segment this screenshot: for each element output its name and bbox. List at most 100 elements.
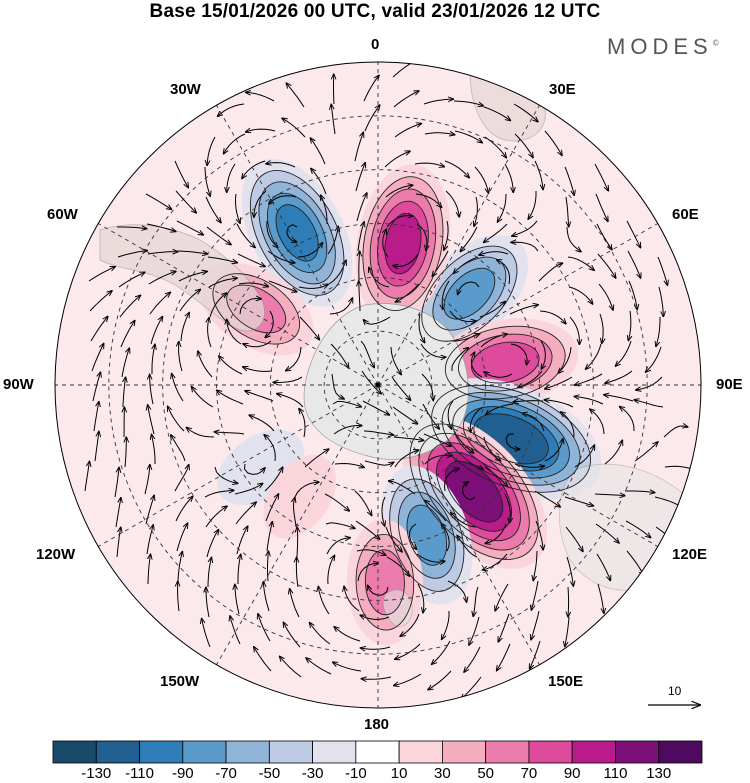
wind-vector: [359, 251, 360, 282]
wind-vector: [628, 280, 637, 310]
wind-vector: [266, 163, 296, 168]
wind-vector: [334, 627, 361, 642]
wind-vector: [634, 442, 658, 462]
wind-vector: [299, 316, 320, 340]
colorbar-segment: [268, 740, 314, 764]
wind-vector: [471, 352, 483, 378]
wind-vector: [207, 256, 237, 263]
wind-vector: [147, 252, 178, 254]
wind-vector: [356, 549, 386, 556]
wind-vector: [209, 293, 227, 318]
anomaly-contour: [249, 169, 345, 296]
wind-vector: [364, 105, 380, 132]
lon-label-0: 0: [371, 36, 380, 53]
wind-vector: [174, 160, 188, 188]
wind-vector: [327, 555, 335, 585]
wind-vector: [574, 396, 604, 405]
wind-vector: [115, 497, 121, 528]
wind-vector: [636, 376, 663, 390]
wind-vector: [564, 166, 574, 196]
wind-vector: [357, 563, 379, 582]
wind-vector: [560, 412, 575, 438]
meridian-line: [98, 384, 379, 547]
wind-vector: [298, 284, 328, 288]
wind-vector: [421, 373, 433, 401]
wind-vector: [227, 163, 236, 192]
wind-vector: [504, 493, 510, 523]
anomaly-contour: [406, 504, 448, 566]
wind-vector: [114, 467, 119, 498]
wind-vector: [369, 267, 390, 288]
lon-label-120w: 120W: [36, 546, 76, 563]
latitude-circle: [108, 115, 648, 655]
anomaly-contour: [226, 284, 287, 334]
wind-vector: [386, 216, 413, 228]
wind-vector: [268, 280, 297, 292]
wind-vector: [486, 403, 514, 415]
wind-vector: [473, 586, 479, 617]
wind-vector: [442, 611, 450, 640]
wind-vector: [384, 151, 410, 168]
wind-vector: [297, 243, 323, 258]
colorbar-tick-label: -50: [258, 765, 281, 782]
wind-vector: [361, 370, 381, 394]
wind-vector: [207, 557, 212, 588]
wind-vector: [246, 92, 275, 102]
wind-vector: [258, 614, 271, 642]
colorbar-tick-label: 70: [520, 765, 538, 782]
wind-vector: [414, 163, 445, 167]
wind-vector: [364, 460, 394, 465]
wind-vector: [267, 250, 295, 263]
anomaly-contour: [384, 212, 422, 275]
wind-vector: [400, 613, 420, 636]
wind-vector: [119, 295, 141, 318]
wind-vector: [333, 426, 362, 435]
wind-vector: [310, 138, 326, 165]
wind-vector: [354, 490, 372, 516]
lon-label-90w: 90W: [3, 376, 34, 393]
anomaly-contour: [470, 341, 540, 384]
wind-vector: [296, 557, 298, 588]
wind-vector: [152, 434, 156, 464]
wind-vector: [626, 220, 641, 248]
wind-vector: [330, 343, 349, 368]
anomaly-contour: [452, 399, 570, 479]
wind-vector: [176, 220, 204, 235]
wind-vector: [144, 464, 150, 495]
wind-vector: [566, 556, 573, 586]
wind-vector: [567, 256, 594, 270]
wind-vector: [483, 106, 511, 121]
wind-vector: [362, 400, 390, 415]
wind-vector: [479, 252, 509, 255]
wind-vector: [318, 586, 330, 615]
wind-vector: [453, 100, 484, 106]
wind-vector: [266, 220, 278, 248]
wind-vector: [121, 348, 129, 378]
colorbar-segment: [398, 740, 443, 764]
wind-vector: [510, 343, 527, 365]
meridian-line: [98, 223, 379, 386]
wind-vector: [282, 118, 306, 138]
wind-vector: [355, 163, 365, 192]
colorbar-segment: [615, 740, 660, 764]
wind-vector: [568, 286, 593, 304]
wind-vector: [236, 223, 255, 248]
wind-vector: [594, 494, 625, 496]
wind-vector: [120, 320, 135, 348]
wind-vector: [417, 583, 424, 613]
south-pole-marker: [375, 382, 381, 388]
anomaly-contour-layer: [212, 169, 592, 631]
anomaly-band: [276, 204, 319, 262]
wind-vector: [441, 523, 450, 552]
anomaly-contour: [457, 333, 553, 392]
anomaly-contour: [443, 267, 496, 320]
wind-vector: [504, 163, 513, 193]
wind-vector: [596, 223, 612, 250]
wind-vector: [172, 373, 184, 402]
wind-vector: [395, 643, 421, 659]
wind-vector: [286, 83, 305, 108]
wind-vector: [331, 373, 344, 399]
wind-vector: [178, 581, 179, 612]
wind-vector: [619, 407, 635, 432]
wind-vector: [586, 343, 602, 369]
